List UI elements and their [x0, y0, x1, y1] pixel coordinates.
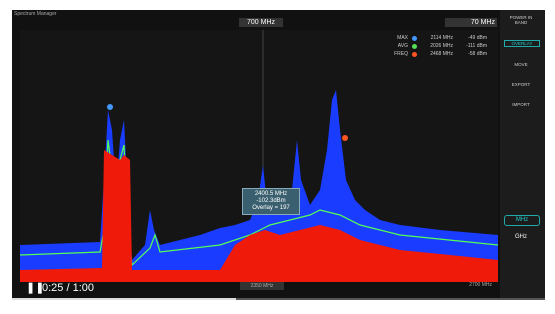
progress-fill [12, 298, 236, 300]
marker-level: -58 dBm [457, 51, 487, 57]
tooltip-level: -102.3dBm [245, 198, 297, 205]
marker-row: AVG 2026 MHz -111 dBm [392, 42, 492, 50]
axis-start: 2350 MHz [240, 282, 284, 290]
unit-button[interactable]: MHz [504, 215, 540, 226]
marker-name: MAX [392, 35, 408, 41]
marker-freq: 2026 MHz [421, 43, 453, 49]
progress-track[interactable] [12, 298, 545, 300]
sidebar-button[interactable]: EXPORT [504, 82, 538, 87]
marker-level: -111 dBm [457, 43, 487, 49]
window-title: Spectrum Manager [14, 11, 57, 17]
axis-end: 2700 MHz [452, 282, 492, 288]
sidebar-button[interactable]: IMPORT [504, 102, 538, 107]
sidebar-button[interactable]: MOVE [504, 62, 538, 67]
marker-name: FREQ [392, 51, 408, 57]
sidebar-button[interactable]: POWER IN BAND [504, 15, 538, 25]
unit-button[interactable]: GHz [504, 235, 538, 240]
sidebar-button[interactable]: OVERLAY [504, 40, 540, 47]
page: Spectrum Manager 700 MHz 70 MHz iAP MAX2… [0, 0, 555, 314]
marker-level: -49 dBm [457, 35, 487, 41]
video-player[interactable]: Spectrum Manager 700 MHz 70 MHz iAP MAX2… [12, 10, 545, 300]
marker-freq: 2114 MHz [421, 35, 453, 41]
tooltip-overlay: Overlay = 197 [245, 205, 297, 212]
marker-row: MAX 2114 MHz -49 dBm [392, 34, 492, 42]
marker-row: FREQ 2468 MHz -58 dBm [392, 50, 492, 58]
marker-dot [412, 52, 417, 57]
time-display: 0:25 / 1:00 [42, 282, 94, 294]
marker-max[interactable] [107, 104, 113, 110]
marker-dot [412, 44, 417, 49]
rbw-display[interactable]: 70 MHz [445, 18, 497, 27]
tooltip: 2400.5 MHz -102.3dBm Overlay = 197 [242, 188, 300, 215]
marker-freq: 2468 MHz [421, 51, 453, 57]
marker-name: AVG [392, 43, 408, 49]
marker-freq[interactable] [342, 135, 348, 141]
spectrum-plot [20, 30, 498, 282]
sidebar: POWER IN BAND OVERLAY MOVE EXPORT IMPORT MHz G… [500, 10, 545, 300]
span-display[interactable]: 700 MHz [239, 18, 283, 27]
marker-dot [412, 36, 417, 41]
tooltip-freq: 2400.5 MHz [245, 191, 297, 198]
